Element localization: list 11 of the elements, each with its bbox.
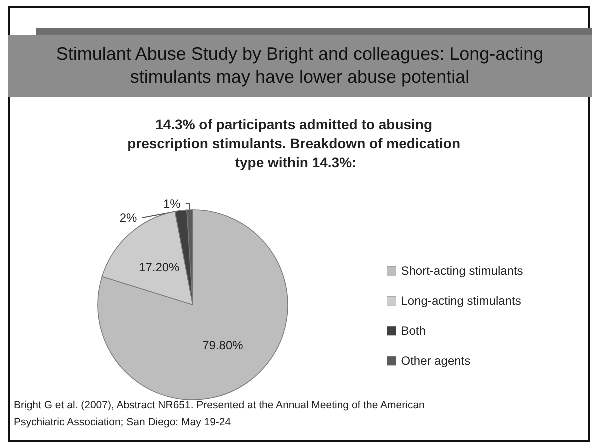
chart-subtitle: 14.3% of participants admitted to abusing prescription stimulants. Breakdown of medication type within 14.3%: [128, 116, 464, 170]
data-label: 1% [163, 197, 182, 212]
text: Bright G et al. (2007), Abstract NR651. Presented at the Annual Meeting of the American Psychiatric Association; San Diego: May 19-24 [14, 400, 428, 428]
legend-label: Both [401, 324, 426, 338]
data-label: 2% [120, 211, 138, 226]
legend-label: Short-acting stimulants [401, 264, 524, 278]
data-label: 79.80% [202, 338, 244, 353]
data-label: 17.20% [139, 260, 180, 274]
legend-label: Long-acting stimulants [401, 294, 522, 308]
chart-title: Stimulant Abuse Study by Bright and colleagues: Long-acting stimulants may have lower abuse potential [55, 43, 545, 89]
legend-label: Other agents [401, 354, 471, 368]
